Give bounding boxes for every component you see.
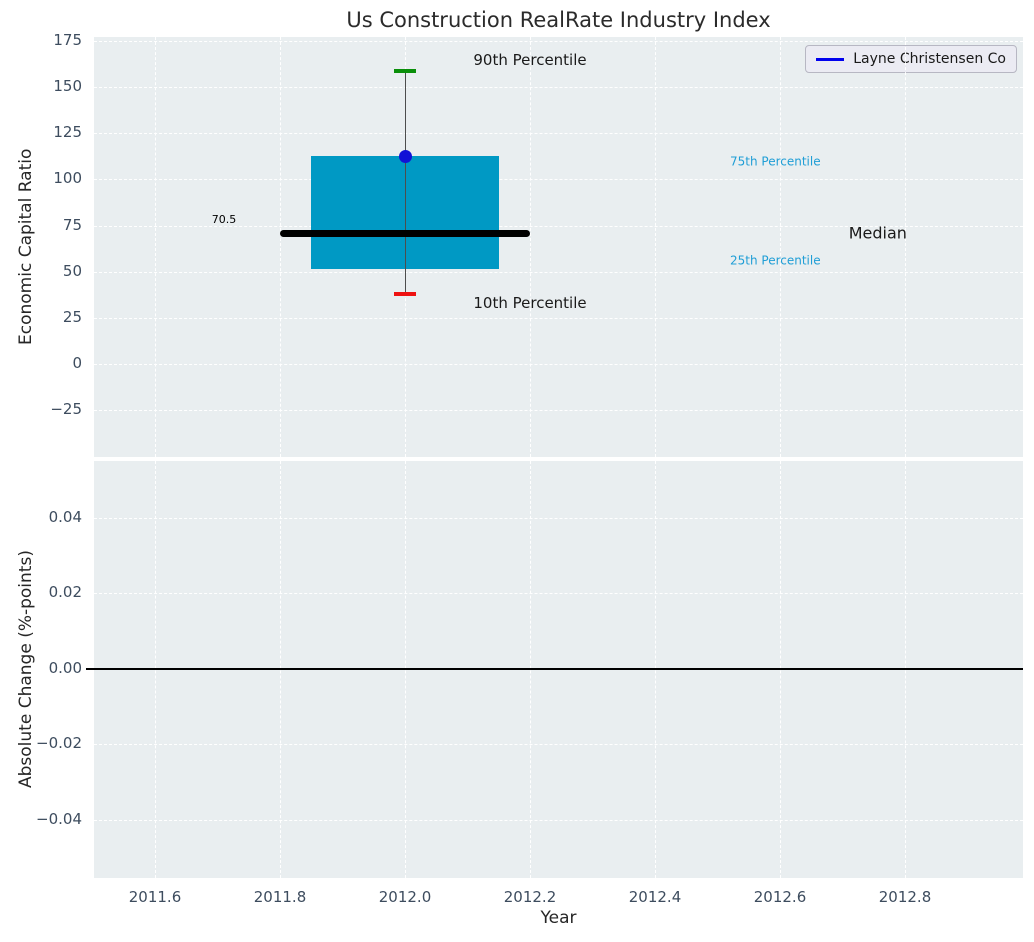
gridline-vertical — [280, 37, 281, 457]
y-tick-label: 150 — [53, 77, 82, 96]
gridline-vertical — [530, 37, 531, 457]
legend-label: Layne Christensen Co — [853, 51, 1006, 67]
y-tick-label: 0.04 — [48, 507, 82, 526]
y-tick-label: 0.02 — [48, 583, 82, 602]
gridline-horizontal — [94, 517, 1023, 519]
y-tick-label: −0.04 — [36, 809, 82, 828]
gridline-vertical — [905, 37, 906, 457]
y-tick-label: 75 — [62, 215, 82, 234]
y-tick-label: 0 — [72, 353, 82, 372]
x-tick-label: 2011.8 — [253, 888, 307, 906]
x-tick-label: 2012.0 — [378, 888, 432, 906]
gridline-horizontal — [94, 744, 1023, 746]
top-plot-area: Layne Christensen Co 90th Percentile 10th… — [94, 37, 1023, 457]
legend: Layne Christensen Co — [805, 45, 1017, 73]
x-tick-label: 2012.6 — [753, 888, 807, 906]
zero-line — [86, 667, 1023, 670]
chart-title: Us Construction RealRate Industry Index — [346, 8, 771, 32]
y-tick-label: 175 — [53, 31, 82, 50]
gridline-horizontal — [94, 225, 1023, 227]
x-tick-label: 2011.6 — [128, 888, 182, 906]
median-line — [280, 230, 530, 238]
y-tick-label: 100 — [53, 169, 82, 188]
whisker-line — [404, 70, 406, 294]
xlabel-year: Year — [540, 908, 577, 928]
annotation-label-90th-percentile: 90th Percentile — [473, 51, 587, 70]
y-tick-label: 25 — [62, 307, 82, 326]
annotation-label-10th-percentile: 10th Percentile — [473, 293, 587, 312]
gridline-horizontal — [94, 363, 1023, 365]
y-tick-label: 0.00 — [48, 658, 82, 677]
y-tick-label: −25 — [50, 399, 82, 418]
ylabel-economic-capital-ratio: Economic Capital Ratio — [16, 148, 36, 346]
annotation-label-median-value: 70.5 — [211, 212, 237, 226]
company-point — [398, 149, 412, 163]
annotation-label-median: Median — [848, 223, 907, 243]
legend-line-swatch — [816, 57, 845, 61]
gridline-horizontal — [94, 409, 1023, 411]
y-tick-label: 125 — [53, 123, 82, 142]
gridline-horizontal — [94, 87, 1023, 89]
x-tick-label: 2012.2 — [503, 888, 557, 906]
bottom-plot-area — [86, 461, 1023, 878]
gridline-horizontal — [94, 133, 1023, 135]
gridline-vertical — [780, 37, 781, 457]
annotation-label-25th-percentile: 25th Percentile — [730, 253, 821, 268]
whisker-cap-90th — [393, 68, 417, 73]
gridline-horizontal — [94, 317, 1023, 319]
gridline-horizontal — [94, 593, 1023, 595]
gridline-horizontal — [94, 41, 1023, 43]
gridline-vertical — [655, 37, 656, 457]
x-tick-label: 2012.8 — [878, 888, 932, 906]
y-tick-label: 50 — [62, 261, 82, 280]
y-tick-label: −0.02 — [36, 734, 82, 753]
gridline-vertical — [155, 37, 156, 457]
annotation-label-75th-percentile: 75th Percentile — [730, 154, 821, 169]
gridline-horizontal — [94, 819, 1023, 821]
gridline-horizontal — [94, 179, 1023, 181]
x-tick-label: 2012.4 — [628, 888, 682, 906]
whisker-cap-10th — [393, 291, 417, 296]
gridline-horizontal — [94, 271, 1023, 273]
